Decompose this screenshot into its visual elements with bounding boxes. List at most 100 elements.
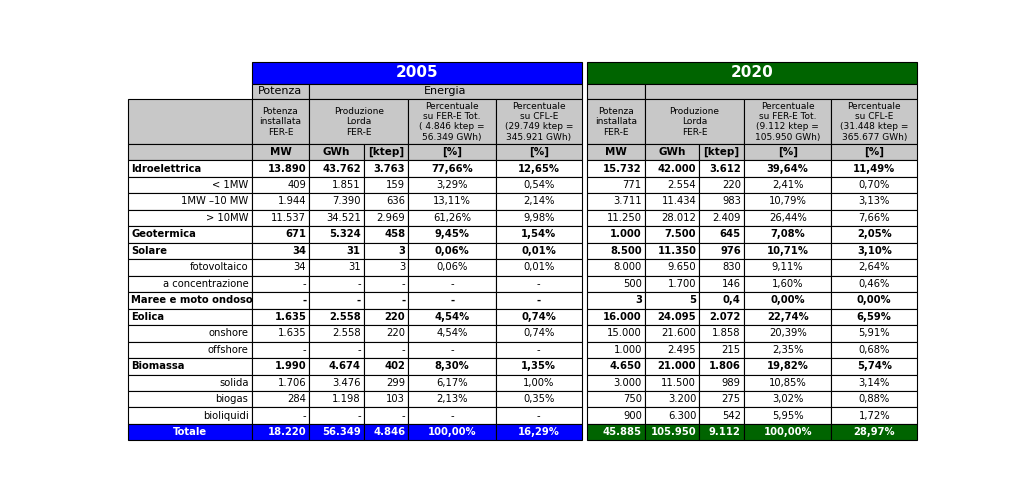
Text: 21.000: 21.000 [657, 361, 696, 371]
Text: 103: 103 [386, 394, 405, 404]
Text: 22,74%: 22,74% [766, 312, 808, 322]
Bar [364, 193, 408, 210]
Bar [408, 243, 495, 259]
Bar [587, 325, 644, 341]
Bar [364, 161, 408, 177]
Bar [309, 193, 364, 210]
Bar [587, 144, 644, 161]
Bar [309, 309, 364, 325]
Bar [252, 62, 581, 84]
Bar [309, 292, 364, 309]
Text: 402: 402 [384, 361, 405, 371]
Text: 2,64%: 2,64% [858, 262, 890, 272]
Bar [743, 424, 830, 440]
Bar [364, 408, 408, 424]
Bar [309, 325, 364, 341]
Text: 4,54%: 4,54% [434, 312, 470, 322]
Text: 3,14%: 3,14% [858, 378, 890, 388]
Bar [830, 99, 916, 144]
Bar [309, 210, 364, 226]
Text: 0,54%: 0,54% [523, 180, 554, 190]
Text: Potenza: Potenza [258, 86, 303, 96]
Text: offshore: offshore [208, 345, 249, 355]
Text: 2.558: 2.558 [328, 312, 361, 322]
Text: -: - [357, 411, 361, 420]
Text: [%]: [%] [441, 147, 462, 158]
Bar [830, 210, 916, 226]
Text: 10,79%: 10,79% [768, 196, 806, 206]
Text: onshore: onshore [208, 329, 249, 338]
Bar [252, 424, 309, 440]
Bar [309, 84, 581, 99]
Text: 28.012: 28.012 [660, 213, 696, 223]
Bar [830, 391, 916, 408]
Text: 983: 983 [721, 196, 740, 206]
Text: 0,74%: 0,74% [523, 329, 554, 338]
Text: 3.476: 3.476 [332, 378, 361, 388]
Bar [830, 276, 916, 292]
Text: -: - [302, 295, 306, 305]
Bar [699, 226, 743, 243]
Bar [587, 177, 644, 193]
Bar [128, 391, 252, 408]
Text: 3,10%: 3,10% [856, 246, 891, 256]
Text: 0,06%: 0,06% [434, 246, 469, 256]
Text: 220: 220 [386, 329, 405, 338]
Text: [%]: [%] [528, 147, 548, 158]
Bar [495, 358, 581, 375]
Bar [309, 341, 364, 358]
Text: 105.950: 105.950 [650, 427, 696, 437]
Text: 900: 900 [623, 411, 641, 420]
Text: 7,08%: 7,08% [769, 230, 804, 240]
Bar [495, 210, 581, 226]
Text: 220: 220 [384, 312, 405, 322]
Bar [644, 341, 699, 358]
Bar [587, 210, 644, 226]
Bar [699, 408, 743, 424]
Bar [587, 375, 644, 391]
Text: 56.349: 56.349 [322, 427, 361, 437]
Bar [587, 309, 644, 325]
Bar [408, 358, 495, 375]
Bar [408, 193, 495, 210]
Text: Percentuale
su FER-E Tot.
( 4.846 ktep =
56.349 GWh): Percentuale su FER-E Tot. ( 4.846 ktep =… [419, 101, 484, 142]
Bar [309, 358, 364, 375]
Text: Potenza
installata
FER-E: Potenza installata FER-E [259, 107, 302, 137]
Bar [252, 210, 309, 226]
Text: 0,68%: 0,68% [858, 345, 890, 355]
Text: 100,00%: 100,00% [762, 427, 811, 437]
Bar [830, 424, 916, 440]
Text: MW: MW [269, 147, 291, 157]
Bar [309, 99, 408, 144]
Text: 15.732: 15.732 [602, 164, 641, 173]
Text: 275: 275 [721, 394, 740, 404]
Text: 2,41%: 2,41% [771, 180, 803, 190]
Text: 1.944: 1.944 [277, 196, 306, 206]
Text: 9,11%: 9,11% [771, 262, 803, 272]
Bar [743, 408, 830, 424]
Bar [699, 292, 743, 309]
Bar [644, 177, 699, 193]
Bar [587, 424, 644, 440]
Bar [587, 259, 644, 276]
Bar [309, 259, 364, 276]
Text: 61,26%: 61,26% [433, 213, 471, 223]
Bar [495, 292, 581, 309]
Text: 1.706: 1.706 [277, 378, 306, 388]
Bar [699, 391, 743, 408]
Text: > 10MW: > 10MW [206, 213, 249, 223]
Bar [128, 292, 252, 309]
Text: 4.846: 4.846 [373, 427, 405, 437]
Bar [495, 99, 581, 144]
Bar [495, 375, 581, 391]
Text: 1.990: 1.990 [274, 361, 306, 371]
Bar [309, 144, 364, 161]
Bar [408, 99, 495, 144]
Text: 409: 409 [287, 180, 306, 190]
Text: 28,97%: 28,97% [853, 427, 895, 437]
Bar [495, 259, 581, 276]
Bar [495, 391, 581, 408]
Bar [408, 177, 495, 193]
Bar [252, 259, 309, 276]
Text: 5: 5 [689, 295, 696, 305]
